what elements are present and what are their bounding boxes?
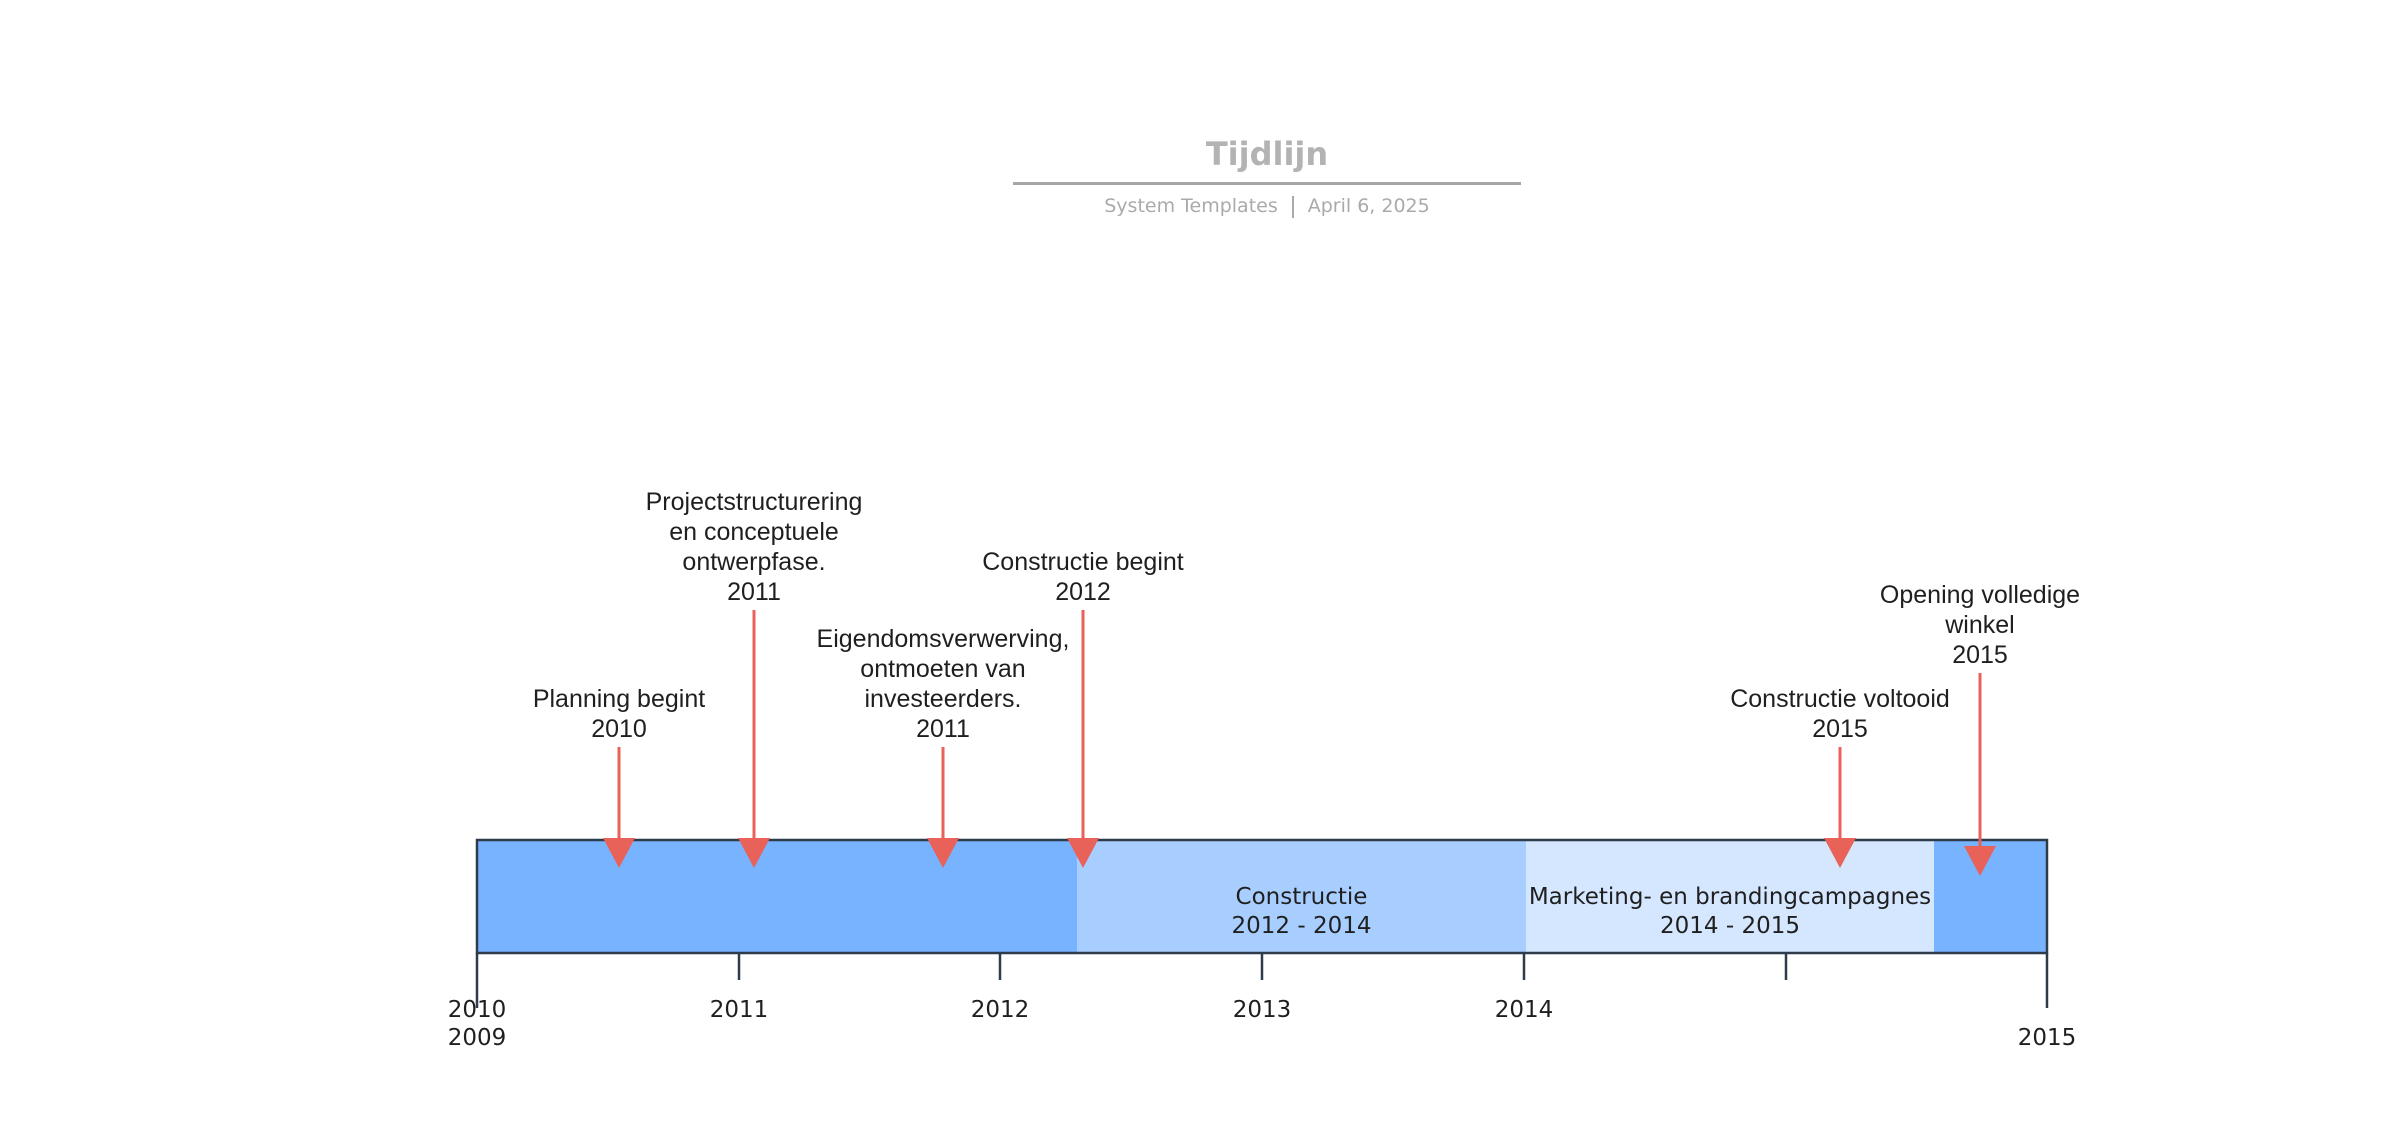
period-band-1 — [1077, 841, 1526, 952]
milestone-marker — [738, 838, 770, 868]
axis-start-label: 2009 — [448, 1025, 507, 1051]
page-title: Tijdlijn — [1205, 135, 1329, 173]
milestone-marker — [603, 838, 635, 868]
axis-tick-label: 2014 — [1495, 997, 1554, 1023]
milestone-label: winkel — [1944, 611, 2014, 639]
milestone-year: 2015 — [1952, 641, 2008, 669]
milestone-year: 2015 — [1812, 715, 1868, 743]
milestone-label: en conceptuele — [669, 518, 839, 546]
axis-tick-label: 2013 — [1233, 997, 1292, 1023]
milestone-label: ontwerpfase. — [682, 548, 825, 576]
milestone-label: Opening volledige — [1880, 581, 2080, 609]
meta-separator — [1291, 195, 1294, 218]
milestone-label: Projectstructurering — [646, 488, 863, 516]
milestone-label: Constructie voltooid — [1730, 685, 1950, 713]
period-band-label: Constructie — [1236, 884, 1368, 910]
milestone-label: ontmoeten van — [860, 655, 1025, 683]
axis-end-label: 2015 — [2018, 1025, 2077, 1051]
milestone-marker — [1067, 838, 1099, 868]
author-label: System Templates — [1104, 195, 1278, 217]
milestone-label: investeerders. — [864, 685, 1021, 713]
milestone-year: 2011 — [727, 578, 781, 606]
milestone-year: 2010 — [591, 715, 647, 743]
period-band-range: 2012 - 2014 — [1232, 913, 1372, 939]
period-band-range: 2014 - 2015 — [1660, 913, 1800, 939]
title-divider — [1013, 182, 1521, 185]
date-label: April 6, 2025 — [1307, 195, 1430, 217]
period-band-label: Marketing- en brandingcampagnes — [1529, 884, 1931, 910]
axis-tick-label: 2012 — [971, 997, 1030, 1023]
axis-tick-label: 2010 — [448, 997, 507, 1023]
axis-tick-label: 2011 — [710, 997, 769, 1023]
milestone-year: 2011 — [916, 715, 970, 743]
milestone-marker — [1964, 846, 1996, 876]
document-meta: System Templates April 6, 2025 — [1013, 195, 1521, 218]
milestone-marker — [1824, 838, 1856, 868]
document-header: Tijdlijn System Templates April 6, 2025 — [1013, 128, 1521, 218]
milestone-year: 2012 — [1055, 578, 1111, 606]
milestone-marker — [927, 838, 959, 868]
milestone-label: Eigendomsverwerving, — [817, 625, 1070, 653]
milestone-label: Constructie begint — [982, 548, 1184, 576]
milestone-label: Planning begint — [533, 685, 705, 713]
period-band-2 — [1526, 841, 1934, 952]
